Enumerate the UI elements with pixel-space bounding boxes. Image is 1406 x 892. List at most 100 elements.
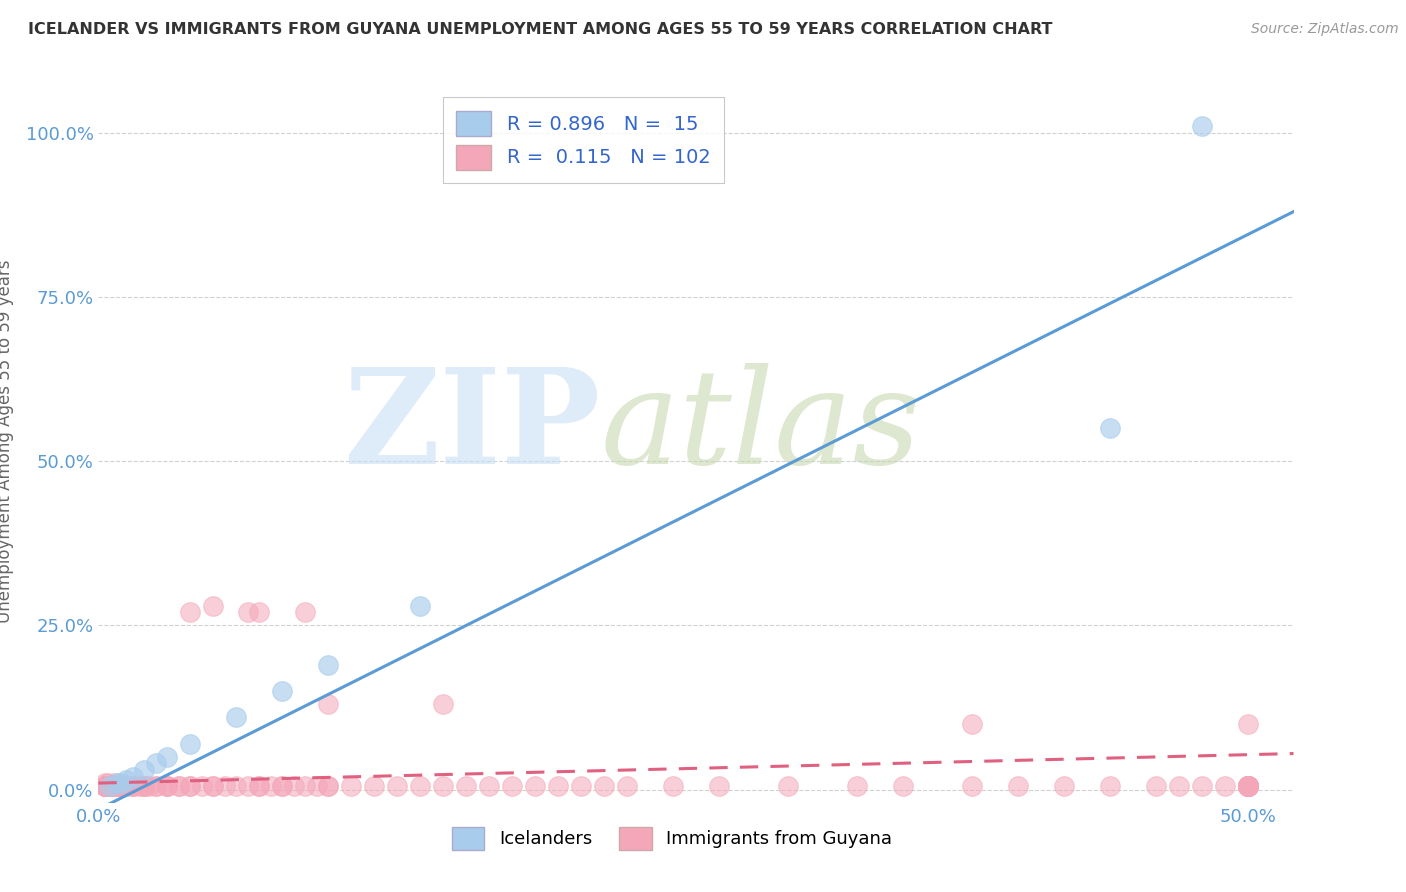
Point <box>1191 780 1213 794</box>
Point <box>101 780 124 794</box>
Point <box>105 776 128 790</box>
Point <box>108 780 131 794</box>
Point <box>122 780 145 794</box>
Point <box>167 780 190 794</box>
Point <box>145 780 167 794</box>
Point <box>94 780 117 794</box>
Point <box>707 780 730 794</box>
Point <box>305 780 328 794</box>
Point <box>94 780 117 794</box>
Point <box>316 698 339 712</box>
Point <box>94 780 117 794</box>
Point <box>662 780 685 794</box>
Point <box>110 780 132 794</box>
Point <box>316 780 339 794</box>
Point <box>236 605 259 619</box>
Point <box>1236 780 1258 794</box>
Point <box>1007 780 1029 794</box>
Point <box>1098 780 1121 794</box>
Point <box>1236 780 1258 794</box>
Point <box>108 780 131 794</box>
Point <box>260 780 283 794</box>
Point <box>1236 717 1258 731</box>
Point <box>191 780 214 794</box>
Point <box>134 780 156 794</box>
Point <box>294 780 316 794</box>
Point <box>179 780 201 794</box>
Point <box>1053 780 1076 794</box>
Point <box>98 780 121 794</box>
Point <box>122 770 145 784</box>
Point <box>1167 780 1189 794</box>
Point <box>97 780 120 794</box>
Point <box>94 776 117 790</box>
Point <box>98 780 121 794</box>
Point <box>960 717 983 731</box>
Point <box>524 780 547 794</box>
Point <box>236 780 259 794</box>
Point <box>271 780 294 794</box>
Point <box>1236 780 1258 794</box>
Point <box>1236 780 1258 794</box>
Point <box>97 776 120 790</box>
Point <box>202 780 225 794</box>
Point <box>134 780 156 794</box>
Point <box>1191 120 1213 134</box>
Point <box>103 776 125 790</box>
Point <box>1236 780 1258 794</box>
Point <box>98 780 121 794</box>
Point <box>363 780 385 794</box>
Point <box>156 749 179 764</box>
Point <box>1098 421 1121 435</box>
Point <box>105 780 128 794</box>
Point <box>891 780 914 794</box>
Point <box>179 605 201 619</box>
Point <box>94 780 117 794</box>
Text: atlas: atlas <box>600 362 921 491</box>
Point <box>105 780 128 794</box>
Point <box>94 780 117 794</box>
Point <box>202 780 225 794</box>
Point <box>122 780 145 794</box>
Point <box>179 737 201 751</box>
Point <box>145 756 167 771</box>
Point <box>1236 780 1258 794</box>
Point <box>547 780 569 794</box>
Point <box>294 605 316 619</box>
Point <box>247 780 270 794</box>
Point <box>316 780 339 794</box>
Point <box>167 780 190 794</box>
Point <box>94 780 117 794</box>
Point <box>225 710 247 724</box>
Point <box>593 780 616 794</box>
Point <box>110 780 132 794</box>
Point <box>105 780 128 794</box>
Point <box>271 684 294 698</box>
Point <box>103 780 125 794</box>
Point <box>501 780 523 794</box>
Point <box>1236 780 1258 794</box>
Legend: Icelanders, Immigrants from Guyana: Icelanders, Immigrants from Guyana <box>443 818 901 859</box>
Point <box>385 780 409 794</box>
Point <box>478 780 501 794</box>
Point <box>156 780 179 794</box>
Point <box>122 780 145 794</box>
Point <box>128 780 150 794</box>
Point <box>1236 780 1258 794</box>
Point <box>110 780 132 794</box>
Point <box>1236 780 1258 794</box>
Point <box>1236 780 1258 794</box>
Point <box>110 776 132 790</box>
Point <box>409 780 432 794</box>
Point <box>456 780 478 794</box>
Point <box>1236 780 1258 794</box>
Point <box>202 599 225 613</box>
Text: Source: ZipAtlas.com: Source: ZipAtlas.com <box>1251 22 1399 37</box>
Point <box>845 780 868 794</box>
Point <box>316 657 339 672</box>
Text: ZIP: ZIP <box>343 362 600 491</box>
Point <box>138 780 160 794</box>
Point <box>156 780 179 794</box>
Point <box>134 763 156 777</box>
Point <box>1213 780 1236 794</box>
